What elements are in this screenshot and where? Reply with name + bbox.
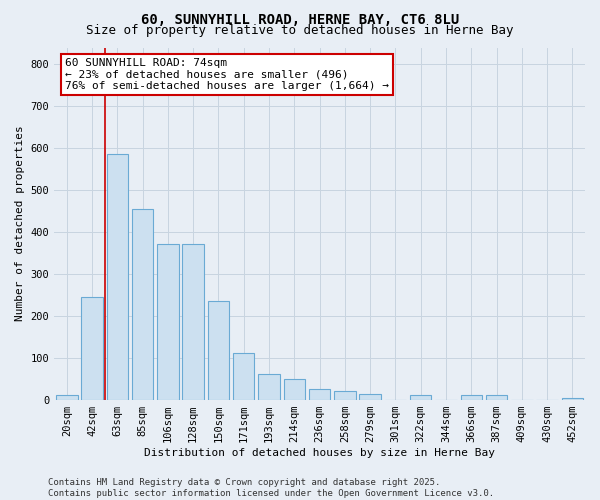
Bar [359, 394, 381, 400]
Y-axis label: Number of detached properties: Number of detached properties [15, 126, 25, 322]
Bar [309, 389, 331, 400]
Bar [208, 301, 229, 400]
Bar [562, 398, 583, 400]
Bar [157, 244, 179, 400]
Bar [461, 396, 482, 400]
Bar [334, 391, 356, 400]
Bar [284, 378, 305, 400]
Bar [107, 154, 128, 400]
Text: 60 SUNNYHILL ROAD: 74sqm
← 23% of detached houses are smaller (496)
76% of semi-: 60 SUNNYHILL ROAD: 74sqm ← 23% of detach… [65, 58, 389, 92]
Bar [56, 396, 77, 400]
Text: Size of property relative to detached houses in Herne Bay: Size of property relative to detached ho… [86, 24, 514, 37]
Bar [132, 209, 154, 400]
Text: 60, SUNNYHILL ROAD, HERNE BAY, CT6 8LU: 60, SUNNYHILL ROAD, HERNE BAY, CT6 8LU [141, 12, 459, 26]
Bar [182, 244, 204, 400]
Bar [233, 354, 254, 400]
X-axis label: Distribution of detached houses by size in Herne Bay: Distribution of detached houses by size … [144, 448, 495, 458]
Bar [410, 394, 431, 400]
Bar [258, 374, 280, 400]
Bar [82, 297, 103, 400]
Bar [486, 396, 507, 400]
Text: Contains HM Land Registry data © Crown copyright and database right 2025.
Contai: Contains HM Land Registry data © Crown c… [48, 478, 494, 498]
